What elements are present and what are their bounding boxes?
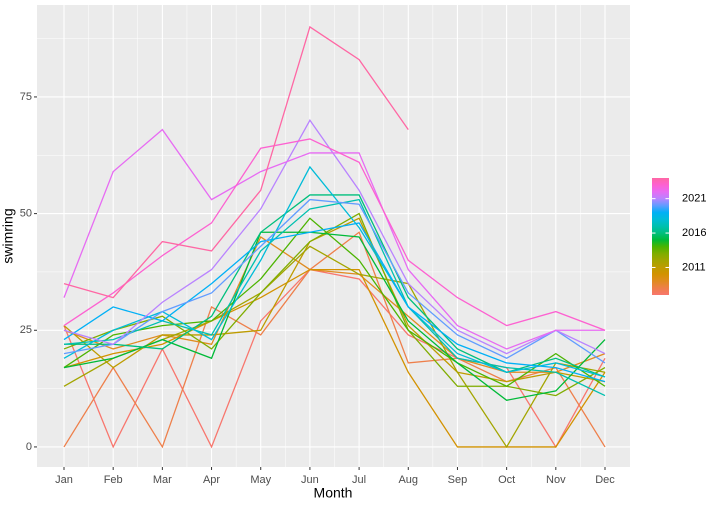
series-line: [63, 119, 606, 355]
series-line: [63, 25, 409, 299]
legend-label: 2011: [682, 261, 706, 273]
series-line: [63, 198, 606, 397]
x-tick-label: Apr: [203, 474, 220, 486]
series-line: [63, 235, 606, 373]
x-tick-label: May: [250, 474, 271, 486]
series-line: [63, 222, 606, 383]
legend-label: 2016: [682, 227, 706, 239]
series-line: [63, 165, 606, 378]
x-tick-label: Jul: [352, 474, 366, 486]
panel: [37, 5, 630, 467]
x-tick-label: Mar: [153, 474, 172, 486]
x-tick-label: Nov: [546, 474, 566, 486]
x-tick-label: Oct: [498, 474, 515, 486]
legend-label: 2021: [682, 193, 706, 205]
series-line: [64, 194, 606, 378]
x-tick-label: Dec: [595, 474, 615, 486]
series-line: [63, 128, 605, 350]
y-axis-title: swimring: [0, 208, 16, 263]
series-line: [63, 268, 606, 448]
y-tick-label: 25: [20, 324, 32, 336]
x-tick-label: Feb: [104, 474, 123, 486]
y-tick-label: 75: [20, 91, 32, 103]
x-tick-label: Jun: [301, 474, 319, 486]
series-line: [63, 217, 606, 388]
colorbar: [652, 178, 669, 295]
x-tick-label: Sep: [448, 474, 468, 486]
series-line: [63, 231, 606, 401]
y-tick-label: 50: [20, 208, 32, 220]
y-tick-label: 0: [26, 441, 32, 453]
series-line: [63, 138, 606, 331]
x-tick-label: Aug: [398, 474, 418, 486]
x-tick-label: Jan: [55, 474, 73, 486]
series-line: [63, 231, 606, 449]
x-axis-title: Month: [314, 485, 353, 501]
series-line: [63, 198, 606, 364]
